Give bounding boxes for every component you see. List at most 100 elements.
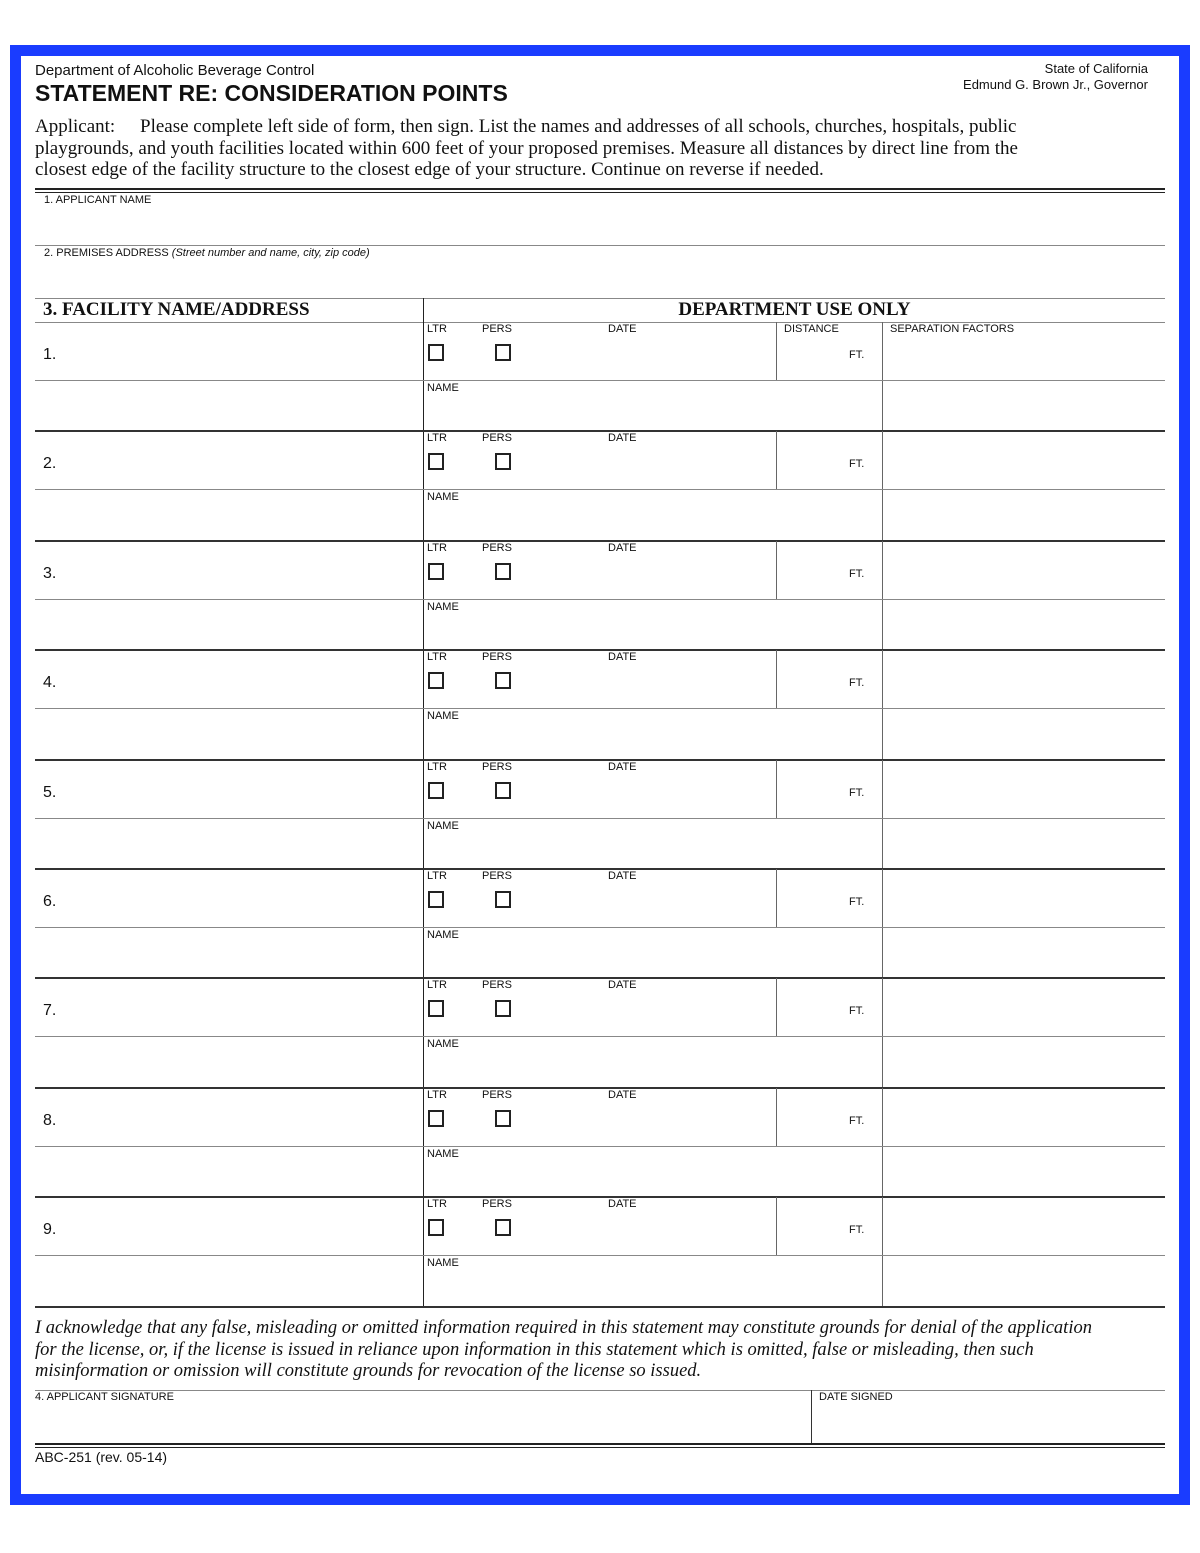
facility-name-input[interactable] bbox=[70, 546, 419, 597]
state-label: State of California bbox=[1044, 61, 1148, 76]
premises-hint: (Street number and name, city, zip code) bbox=[171, 247, 370, 259]
ltr-checkbox[interactable] bbox=[428, 1109, 444, 1127]
pers-checkbox[interactable] bbox=[495, 453, 511, 471]
date-label: DATE bbox=[608, 323, 637, 335]
facility-header: 3. FACILITY NAME/ADDRESS bbox=[43, 299, 310, 320]
divider bbox=[35, 1447, 1165, 1448]
ltr-label: LTR bbox=[427, 651, 447, 664]
pers-checkbox[interactable] bbox=[495, 1219, 511, 1237]
ltr-label: LTR bbox=[427, 541, 447, 554]
ltr-checkbox[interactable] bbox=[428, 891, 444, 908]
ltr-checkbox[interactable] bbox=[428, 344, 444, 361]
ltr-checkbox[interactable] bbox=[428, 562, 444, 580]
instructions-line: Please complete left side of form, then … bbox=[140, 116, 1017, 137]
pers-label: PERS bbox=[482, 651, 512, 664]
date-signed-input[interactable] bbox=[818, 1408, 1162, 1442]
divider bbox=[35, 298, 1165, 299]
facility-address-input[interactable] bbox=[40, 384, 419, 430]
column-divider bbox=[776, 1087, 777, 1146]
facility-name-input[interactable] bbox=[70, 765, 419, 816]
name-label: NAME bbox=[427, 491, 459, 504]
column-divider bbox=[882, 759, 883, 869]
pers-checkbox[interactable] bbox=[495, 672, 511, 690]
date-label: DATE bbox=[608, 979, 637, 992]
facility-name-input[interactable] bbox=[70, 656, 419, 707]
row-number: 9. bbox=[43, 1221, 57, 1239]
ltr-checkbox[interactable] bbox=[428, 1219, 444, 1237]
instructions-lead: Applicant: bbox=[35, 116, 116, 137]
column-divider bbox=[776, 322, 777, 380]
column-divider bbox=[882, 869, 883, 979]
facility-name-input[interactable] bbox=[70, 875, 419, 925]
row-divider bbox=[35, 539, 1165, 542]
divider bbox=[35, 1306, 1165, 1308]
applicant-name-input[interactable] bbox=[44, 212, 1158, 242]
pers-checkbox[interactable] bbox=[495, 562, 511, 580]
ft-label: FT. bbox=[849, 677, 865, 690]
row-divider bbox=[35, 380, 1165, 381]
name-label: NAME bbox=[427, 382, 459, 394]
signature-input[interactable] bbox=[40, 1408, 809, 1442]
ltr-checkbox[interactable] bbox=[428, 453, 444, 471]
facility-address-input[interactable] bbox=[40, 1149, 419, 1196]
pers-label: PERS bbox=[482, 1088, 512, 1101]
pers-checkbox[interactable] bbox=[495, 1000, 511, 1018]
ltr-checkbox[interactable] bbox=[428, 672, 444, 690]
row-divider bbox=[35, 649, 1165, 652]
row-number: 5. bbox=[43, 783, 57, 801]
divider bbox=[35, 1443, 1165, 1445]
instructions-line: playgrounds, and youth facilities locate… bbox=[35, 137, 1018, 159]
distance-label: DISTANCE bbox=[784, 323, 839, 335]
row-number: 1. bbox=[43, 346, 57, 363]
pers-label: PERS bbox=[482, 979, 512, 992]
row-divider bbox=[35, 1036, 1165, 1038]
name-label: NAME bbox=[427, 1147, 459, 1160]
premises-address-input[interactable] bbox=[44, 265, 1158, 295]
column-divider bbox=[776, 759, 777, 818]
facility-address-input[interactable] bbox=[40, 712, 419, 759]
row-number: 8. bbox=[43, 1111, 57, 1129]
ft-label: FT. bbox=[849, 567, 865, 580]
facility-name-input[interactable] bbox=[70, 328, 419, 378]
pers-checkbox[interactable] bbox=[495, 344, 511, 361]
instructions-line: closest edge of the facility structure t… bbox=[35, 159, 824, 180]
ltr-label: LTR bbox=[427, 760, 447, 773]
pers-checkbox[interactable] bbox=[495, 891, 511, 908]
row-number: 7. bbox=[43, 1002, 57, 1020]
facility-name-input[interactable] bbox=[70, 1093, 419, 1144]
column-divider bbox=[776, 650, 777, 709]
facility-address-input[interactable] bbox=[40, 1259, 419, 1306]
column-divider bbox=[423, 298, 424, 1307]
ltr-checkbox[interactable] bbox=[428, 781, 444, 799]
column-divider bbox=[811, 1390, 812, 1444]
ltr-label: LTR bbox=[427, 432, 447, 445]
facility-name-input[interactable] bbox=[70, 984, 419, 1035]
facility-address-input[interactable] bbox=[40, 931, 419, 977]
pers-label: PERS bbox=[482, 323, 512, 335]
instructions: Applicant: Please complete left side of f… bbox=[35, 116, 1018, 181]
ft-label: FT. bbox=[849, 786, 865, 799]
divider bbox=[35, 322, 1165, 323]
row-number: 2. bbox=[43, 455, 57, 473]
facility-name-input[interactable] bbox=[70, 437, 419, 488]
pers-checkbox[interactable] bbox=[495, 781, 511, 799]
facility-name-input[interactable] bbox=[70, 1203, 419, 1254]
row-number: 3. bbox=[43, 564, 57, 582]
page-title: STATEMENT RE: CONSIDERATION POINTS bbox=[35, 80, 508, 106]
facility-address-input[interactable] bbox=[40, 602, 419, 649]
ltr-checkbox[interactable] bbox=[428, 1000, 444, 1018]
row-divider bbox=[35, 598, 1165, 600]
acknowledgement-line: misinformation or omission will constitu… bbox=[35, 1361, 702, 1381]
date-label: DATE bbox=[608, 870, 637, 882]
pers-checkbox[interactable] bbox=[495, 1109, 511, 1127]
facility-address-input[interactable] bbox=[40, 1040, 419, 1087]
row-divider bbox=[35, 708, 1165, 710]
signature-label: 4. APPLICANT SIGNATURE bbox=[35, 1391, 174, 1403]
column-divider bbox=[882, 431, 883, 541]
row-divider bbox=[35, 817, 1165, 819]
facility-address-input[interactable] bbox=[40, 821, 419, 868]
facility-address-input[interactable] bbox=[40, 493, 419, 540]
column-divider bbox=[882, 540, 883, 651]
pers-label: PERS bbox=[482, 870, 512, 882]
